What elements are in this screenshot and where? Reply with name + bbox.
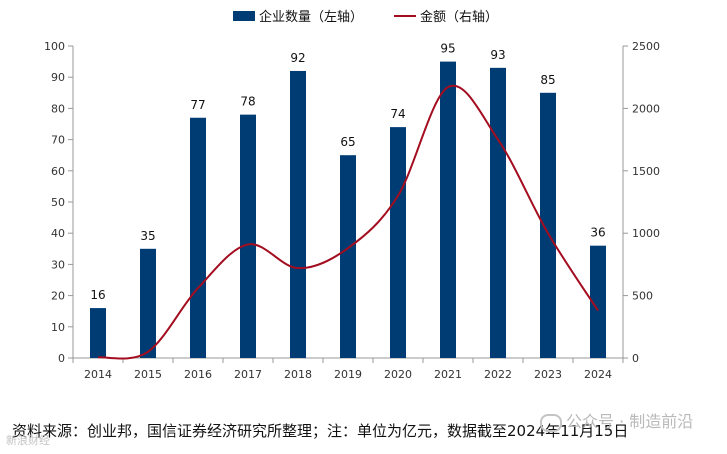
x-tick-label: 2014 [84, 368, 112, 381]
left-tick-label: 20 [51, 290, 65, 303]
left-tick-label: 50 [51, 196, 65, 209]
bar [490, 67, 506, 358]
line-series [97, 84, 599, 360]
bar [240, 114, 256, 358]
x-tick-label: 2020 [384, 368, 412, 381]
left-tick-label: 30 [51, 258, 65, 271]
wechat-icon [540, 413, 562, 432]
legend-bar-label: 企业数量（左轴） [259, 9, 363, 25]
left-tick-label: 10 [51, 321, 65, 334]
legend-bar-swatch [233, 11, 255, 21]
watermark-right-text: 公众号 · 制造前沿 [566, 412, 694, 431]
x-tick-label: 2022 [484, 368, 512, 381]
x-tick-label: 2018 [284, 368, 312, 381]
x-tick-label: 2021 [434, 368, 462, 381]
left-tick-label: 0 [58, 352, 65, 365]
bar [340, 155, 356, 358]
x-tick-label: 2023 [534, 368, 562, 381]
left-tick-label: 90 [51, 71, 65, 84]
bar [190, 117, 206, 358]
legend: 企业数量（左轴） 金额（右轴） [233, 9, 498, 25]
right-tick-label: 2500 [632, 40, 660, 53]
combo-chart: 企业数量（左轴） 金额（右轴） 010203040506070809010005… [44, 9, 660, 381]
bar-data-label: 77 [190, 98, 205, 112]
x-tick-label: 2016 [184, 368, 212, 381]
bar [90, 308, 106, 358]
watermark-right: 公众号 · 制造前沿 [540, 408, 693, 432]
bar-data-label: 74 [390, 107, 405, 121]
bar-data-label: 85 [540, 73, 555, 87]
watermark-left: 新浪财经 [6, 432, 50, 448]
left-tick-label: 80 [51, 102, 65, 115]
left-tick-label: 70 [51, 134, 65, 147]
bar-data-label: 65 [340, 135, 355, 149]
bar [390, 127, 406, 359]
bar [540, 92, 556, 359]
bar-data-label: 35 [140, 229, 155, 243]
bar [590, 245, 606, 358]
bar-data-label: 16 [90, 288, 105, 302]
axes: 0102030405060708090100050010001500200025… [44, 40, 660, 381]
left-tick-label: 100 [44, 40, 65, 53]
bar-data-label: 78 [240, 95, 255, 109]
source-note: 资料来源：创业邦，国信证券经济研究所整理；注：单位为亿元，数据截至2024年11… [12, 422, 629, 440]
left-tick-label: 40 [51, 227, 65, 240]
x-tick-label: 2017 [234, 368, 262, 381]
bar-data-label: 95 [440, 42, 455, 56]
left-tick-label: 60 [51, 165, 65, 178]
x-tick-label: 2015 [134, 368, 162, 381]
bar-labels: 16 35 77 78 92 65 74 95 93 85 36 [90, 42, 605, 302]
right-tick-label: 1500 [632, 165, 660, 178]
bar-data-label: 93 [490, 48, 505, 62]
bars [90, 61, 606, 359]
bar [290, 70, 306, 359]
bar [440, 61, 456, 358]
bar-data-label: 36 [590, 226, 605, 240]
bar-data-label: 92 [290, 51, 305, 65]
x-tick-label: 2019 [334, 368, 362, 381]
bar [140, 248, 156, 358]
watermark-left-text: 新浪财经 [6, 434, 50, 447]
right-tick-label: 1000 [632, 227, 660, 240]
right-tick-label: 0 [632, 352, 639, 365]
right-tick-label: 500 [632, 290, 653, 303]
legend-line-label: 金额（右轴） [420, 9, 498, 25]
right-tick-label: 2000 [632, 102, 660, 115]
x-tick-label: 2024 [584, 368, 612, 381]
amount-line [97, 84, 599, 360]
